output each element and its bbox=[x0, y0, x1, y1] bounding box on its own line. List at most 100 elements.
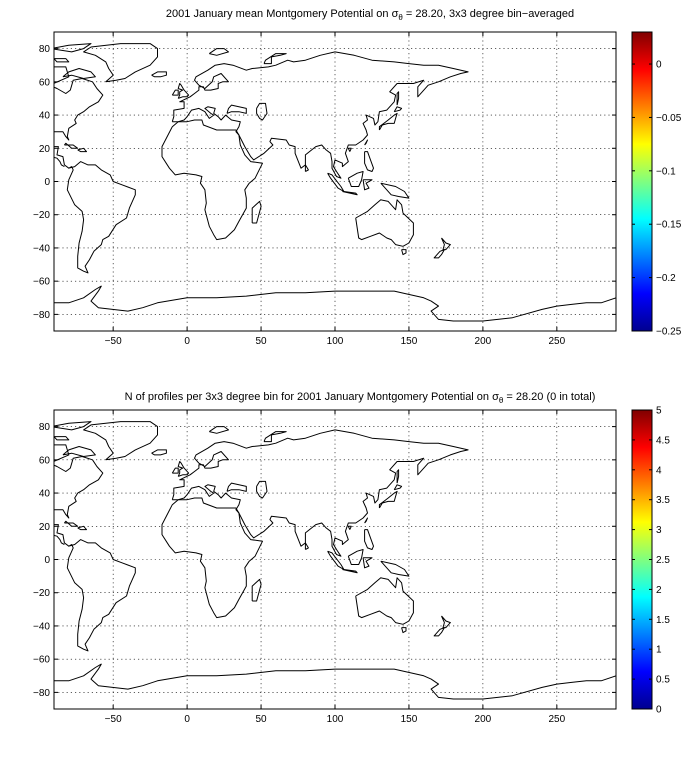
colorbar-tick-labels-2: 0 0.5 1 1.5 2 2.5 3 3.5 4 4.5 5 bbox=[632, 406, 670, 716]
colorbar-tick-label: −0.05 bbox=[656, 113, 682, 124]
y-tick-label: −40 bbox=[33, 243, 50, 254]
y-tick-label: −20 bbox=[33, 210, 50, 221]
colorbar-tick-label: 4 bbox=[656, 465, 662, 476]
coastline bbox=[347, 147, 352, 152]
y-tick-label: 80 bbox=[39, 44, 51, 55]
x-tick-label: 50 bbox=[255, 336, 267, 347]
colorbar-gradient-2 bbox=[632, 410, 652, 709]
x-tick-label: 200 bbox=[475, 714, 492, 725]
y-tick-label: 40 bbox=[39, 111, 51, 122]
coastline bbox=[401, 249, 407, 256]
coastline bbox=[441, 237, 451, 251]
coastline bbox=[364, 529, 374, 550]
x-tick-label: 0 bbox=[184, 714, 190, 725]
coastline bbox=[54, 436, 70, 441]
coastline bbox=[177, 83, 190, 99]
colorbar-frame-1 bbox=[631, 31, 653, 332]
coastline bbox=[177, 461, 190, 477]
coastline-group bbox=[0, 43, 616, 322]
coastline bbox=[2, 60, 17, 65]
coastline bbox=[355, 199, 414, 247]
coastline bbox=[251, 200, 262, 224]
coastline bbox=[62, 68, 96, 79]
coastline bbox=[171, 429, 469, 557]
panel-mean-potential: 2001 January mean Montgomery Potential o… bbox=[0, 8, 682, 347]
colorbar-tick-label: 5 bbox=[656, 406, 662, 417]
coastline bbox=[304, 164, 309, 172]
coastline bbox=[378, 490, 398, 509]
x-tick-label: 150 bbox=[401, 336, 418, 347]
plot-area-2 bbox=[53, 409, 617, 710]
coastline bbox=[362, 179, 373, 191]
coastline bbox=[171, 51, 469, 179]
coastline bbox=[256, 102, 268, 121]
coastline bbox=[0, 82, 1, 100]
colorbar-tick-label: 0 bbox=[656, 60, 662, 71]
x-tick-labels-2: −50 0 50 100 150 200 250 bbox=[105, 410, 566, 725]
coastline bbox=[2, 438, 17, 443]
y-tick-label: 40 bbox=[39, 489, 51, 500]
x-tick-label: −50 bbox=[105, 336, 122, 347]
coastline bbox=[161, 497, 263, 619]
colorbar-tick-label: 4.5 bbox=[656, 435, 670, 446]
coastline-group bbox=[0, 421, 616, 700]
coastline bbox=[54, 534, 65, 545]
coastline bbox=[64, 142, 79, 149]
coastline bbox=[256, 480, 268, 499]
y-tick-label: 60 bbox=[39, 77, 51, 88]
colorbar-2: 0 0.5 1 1.5 2 2.5 3 3.5 4 4.5 5 bbox=[631, 406, 670, 716]
colorbar-tick-label: 0 bbox=[656, 705, 662, 716]
coastline bbox=[380, 560, 410, 577]
coastline bbox=[364, 517, 368, 524]
coastline bbox=[54, 156, 65, 168]
coastline bbox=[401, 627, 407, 634]
coastline bbox=[364, 151, 374, 172]
coastline bbox=[54, 58, 70, 63]
x-tick-label: 100 bbox=[327, 714, 344, 725]
coastline bbox=[62, 446, 96, 457]
y-tick-labels-1: 80 60 40 20 0 −20 −40 −60 −80 bbox=[33, 44, 616, 321]
coastline bbox=[362, 557, 373, 569]
colorbar-tick-label: −0.15 bbox=[656, 220, 682, 231]
y-tick-label: 20 bbox=[39, 144, 51, 155]
coastline bbox=[83, 43, 158, 83]
coastline bbox=[83, 421, 158, 461]
y-tick-label: −60 bbox=[33, 277, 50, 288]
colorbar-tick-label: 3 bbox=[656, 525, 662, 536]
y-tick-label: 20 bbox=[39, 522, 51, 533]
coastline bbox=[226, 482, 247, 492]
x-tick-label: 100 bbox=[327, 336, 344, 347]
coastline bbox=[393, 484, 403, 491]
coastline bbox=[347, 549, 364, 565]
coastline bbox=[251, 578, 262, 602]
colorbar-tick-label: 2.5 bbox=[656, 555, 670, 566]
coastline bbox=[342, 569, 358, 574]
x-tick-label: −50 bbox=[105, 714, 122, 725]
coastline bbox=[54, 663, 616, 700]
coastline bbox=[54, 66, 136, 274]
colorbar-tick-label: −0.25 bbox=[656, 327, 682, 338]
colorbar-gradient-1 bbox=[632, 32, 652, 331]
y-tick-label: −20 bbox=[33, 588, 50, 599]
coastlines-2 bbox=[0, 421, 616, 700]
x-tick-label: 200 bbox=[475, 336, 492, 347]
coastline bbox=[161, 119, 263, 241]
colorbar-tick-label: 2 bbox=[656, 585, 662, 596]
colorbar-1: 0 −0.05 −0.1 −0.15 −0.2 −0.25 bbox=[631, 31, 682, 338]
coastline bbox=[380, 182, 410, 199]
coastline bbox=[263, 53, 287, 65]
coastline bbox=[171, 89, 179, 96]
x-tick-label: 150 bbox=[401, 714, 418, 725]
panel-profile-count: N of profiles per 3x3 degree bin for 200… bbox=[0, 391, 670, 725]
coastline bbox=[151, 449, 167, 456]
y-tick-label: 80 bbox=[39, 422, 51, 433]
coastline bbox=[378, 112, 398, 131]
coastline bbox=[433, 249, 445, 259]
coastline bbox=[364, 139, 368, 146]
y-tick-label: −60 bbox=[33, 655, 50, 666]
y-tick-labels-2: 80 60 40 20 0 −20 −40 −60 −80 bbox=[33, 422, 616, 699]
colorbar-tick-label: −0.2 bbox=[656, 273, 676, 284]
coastline bbox=[263, 431, 287, 443]
coastline bbox=[0, 460, 1, 478]
y-tick-label: 0 bbox=[44, 555, 50, 566]
